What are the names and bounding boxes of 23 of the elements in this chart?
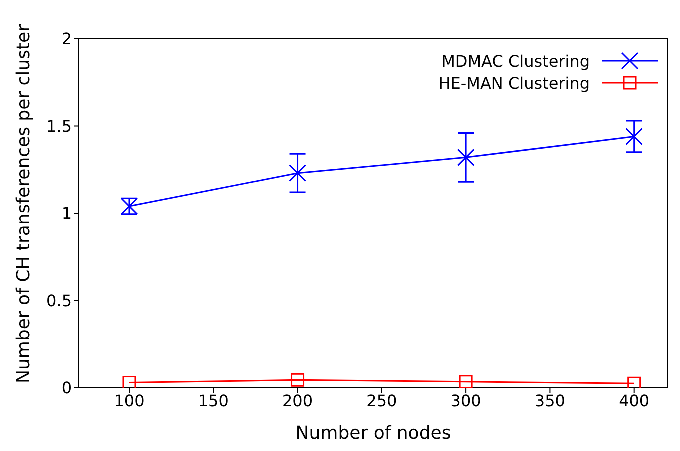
x-tick-label: 300 — [450, 391, 482, 410]
y-tick-label: 2 — [62, 30, 72, 49]
point — [289, 164, 307, 182]
y-tick-label: 0 — [62, 378, 72, 398]
point — [122, 376, 136, 388]
x-tick-label: 200 — [282, 391, 314, 410]
point — [626, 128, 644, 146]
y-tick-label: 1.5 — [46, 116, 72, 136]
x-tick-label: 250 — [366, 391, 398, 410]
x-tick-label: 100 — [114, 391, 145, 410]
x-tick-label: 150 — [198, 391, 229, 410]
y-axis-title: Number of CH transferences per cluster — [13, 24, 34, 384]
point — [457, 148, 475, 166]
x-tick-label: 350 — [534, 391, 566, 410]
point — [628, 376, 642, 388]
y-tick-label: 0.5 — [46, 291, 72, 310]
point — [291, 373, 305, 387]
x-tick-label: 400 — [619, 391, 650, 410]
legend-label: HE-MAN Clustering — [438, 74, 590, 92]
point — [459, 375, 473, 388]
x-axis-title: Number of nodes — [296, 423, 452, 444]
y-tick-label: 1 — [62, 204, 72, 224]
legend-label: MDMAC Clustering — [442, 52, 590, 70]
